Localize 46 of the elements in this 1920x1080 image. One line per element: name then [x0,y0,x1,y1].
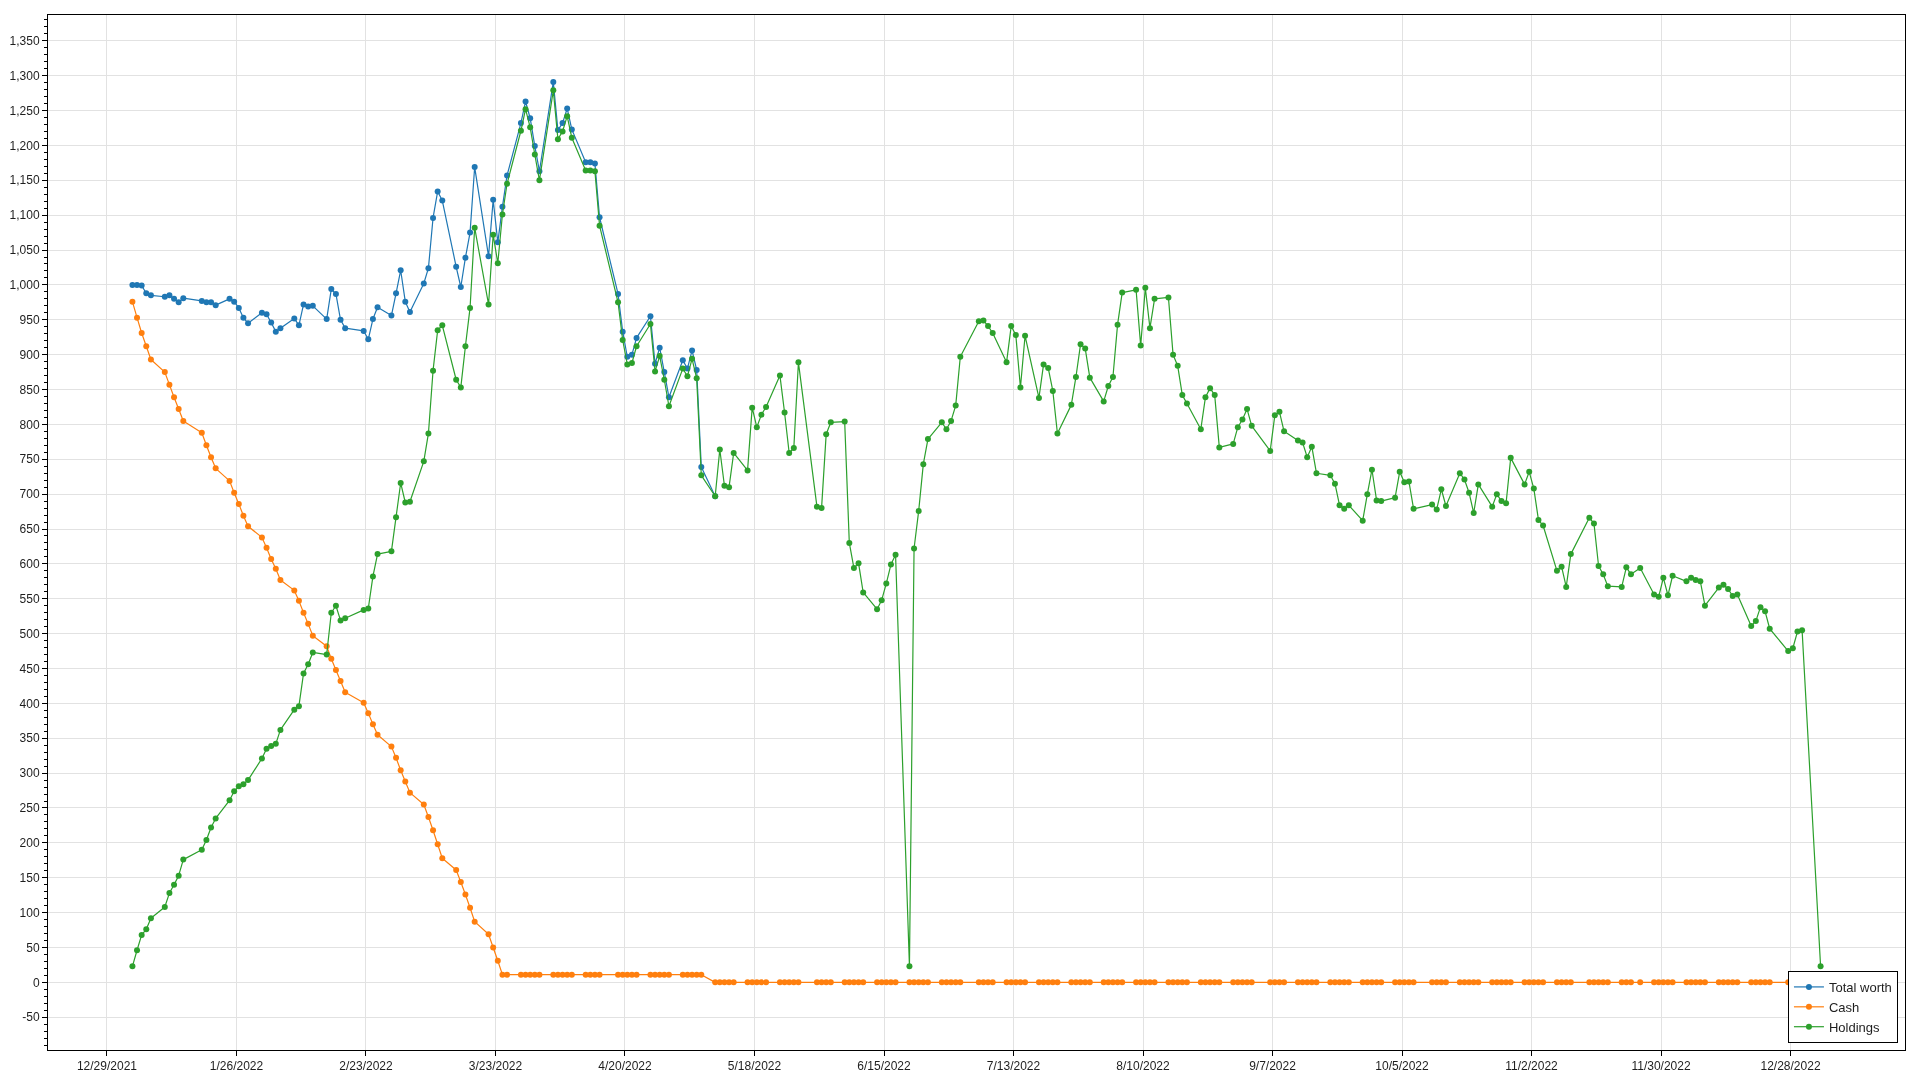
y-tick-label: 50 [26,940,40,955]
x-tick-label: 11/30/2022 [1631,1059,1691,1074]
y-tick-label: 1,300 [9,68,40,83]
x-tick-label: 4/20/2022 [598,1059,653,1074]
y-tick-label: 350 [19,731,40,746]
y-tick-label: 1,200 [9,138,40,153]
y-tick-label: 600 [19,557,40,572]
y-tick-label: 500 [19,626,40,641]
x-tick-label: 3/23/2022 [468,1059,523,1074]
x-tick-label: 9/7/2022 [1249,1059,1297,1074]
y-tick-label: 1,150 [9,173,40,188]
y-tick-label: 1,000 [9,278,40,293]
y-tick-label: 400 [19,696,40,711]
y-tick-label: 1,250 [9,103,40,118]
legend-label: Cash [1828,999,1860,1015]
y-tick-label: 0 [32,975,40,990]
x-tick-label: 2/23/2022 [339,1059,393,1074]
x-tick-label: 5/18/2022 [727,1059,782,1074]
x-tick-label: 12/28/2022 [1760,1059,1821,1074]
x-tick-label: 10/5/2022 [1375,1059,1430,1074]
y-tick-label: 850 [19,382,40,397]
y-tick-label: 1,100 [9,208,40,223]
x-tick-label: 1/26/2022 [209,1059,264,1074]
y-tick-label: 1,050 [9,243,40,258]
y-tick-label: 750 [19,452,40,467]
y-tick-label: 700 [19,487,40,502]
y-tick-label: 800 [19,417,40,432]
y-tick-label: 900 [19,347,40,362]
y-tick-label: -50 [22,1010,40,1025]
y-tick-label: 100 [19,905,40,920]
y-tick-label: 200 [19,836,40,851]
y-tick-label: 550 [19,591,40,606]
x-tick-label: 12/29/2021 [76,1059,138,1074]
y-tick-label: 1,350 [9,34,40,49]
x-tick-label: 11/2/2022 [1505,1059,1559,1074]
legend-label: Total worth [1828,979,1892,995]
y-tick-label: 950 [19,312,40,327]
y-tick-label: 650 [19,522,40,537]
y-tick-label: 450 [19,661,40,676]
y-tick-label: 250 [19,801,40,816]
y-tick-label: 300 [19,766,40,781]
legend-label: Holdings [1828,1019,1881,1035]
x-tick-label: 6/15/2022 [857,1059,912,1074]
x-tick-label: 7/13/2022 [986,1059,1041,1074]
x-tick-label: 8/10/2022 [1116,1059,1171,1074]
y-tick-label: 150 [19,870,40,885]
